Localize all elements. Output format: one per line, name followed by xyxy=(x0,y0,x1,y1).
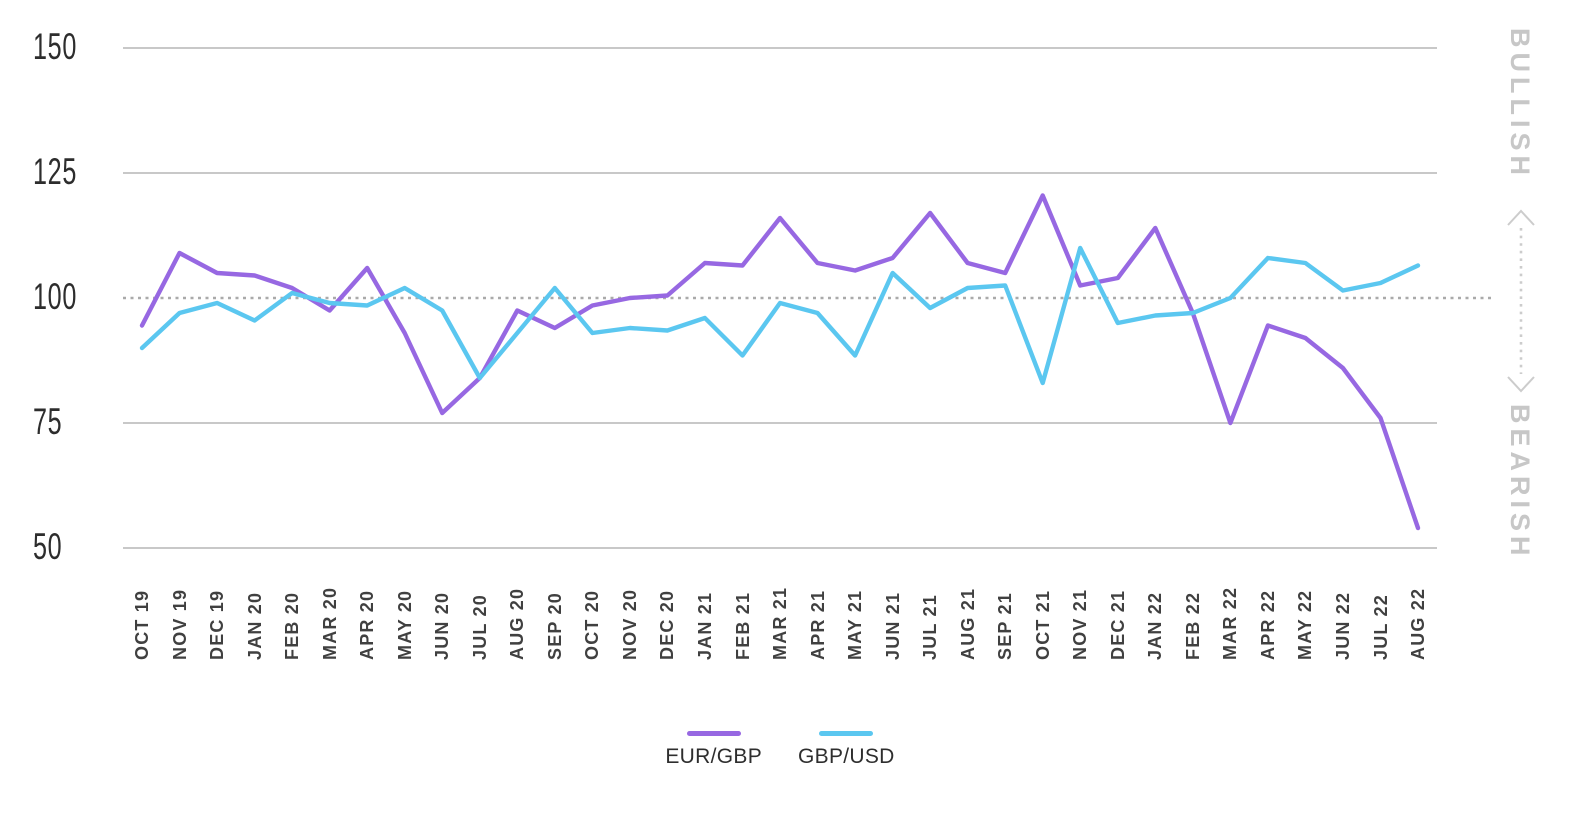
x-tick-jul-21: JUL 21 xyxy=(920,594,941,660)
x-tick-aug-22: AUG 22 xyxy=(1408,587,1428,660)
x-tick-feb-21: FEB 21 xyxy=(732,591,753,660)
x-tick-aug-20: AUG 20 xyxy=(507,587,528,660)
y-tick-125: 125 xyxy=(33,151,78,193)
x-tick-feb-20: FEB 20 xyxy=(282,591,303,660)
x-tick-may-22: MAY 22 xyxy=(1295,589,1316,660)
legend-item-gbp-usd: GBP/USD xyxy=(798,731,895,769)
x-tick-nov-20: NOV 20 xyxy=(619,588,640,660)
sentiment-arrow-icon xyxy=(1507,209,1535,393)
x-tick-dec-19: DEC 19 xyxy=(207,589,228,660)
x-tick-jul-22: JUL 22 xyxy=(1370,594,1391,660)
bearish-label: BEARISH xyxy=(1505,404,1536,561)
x-tick-aug-21: AUG 21 xyxy=(957,587,978,660)
x-tick-nov-19: NOV 19 xyxy=(169,588,190,660)
x-tick-jul-20: JUL 20 xyxy=(469,594,490,660)
series-lines xyxy=(139,193,1421,531)
legend-item-eur-gbp: EUR/GBP xyxy=(665,731,762,769)
x-tick-oct-20: OCT 20 xyxy=(582,589,603,660)
x-tick-mar-20: MAR 20 xyxy=(319,586,340,660)
x-tick-oct-21: OCT 21 xyxy=(1032,589,1053,660)
bullish-label: BULLISH xyxy=(1505,28,1536,180)
gridlines xyxy=(123,47,1493,549)
y-tick-150: 150 xyxy=(33,26,78,68)
x-tick-nov-21: NOV 21 xyxy=(1070,588,1091,660)
x-tick-jun-20: JUN 20 xyxy=(432,591,453,660)
y-tick-75: 75 xyxy=(33,401,63,443)
x-tick-oct-19: OCT 19 xyxy=(132,589,152,660)
x-tick-jan-22: JAN 22 xyxy=(1145,591,1166,660)
x-tick-jan-20: JAN 20 xyxy=(244,591,265,660)
x-tick-feb-22: FEB 22 xyxy=(1182,591,1203,660)
x-tick-mar-21: MAR 21 xyxy=(770,586,790,660)
legend: EUR/GBP GBP/USD xyxy=(123,731,1437,769)
legend-label: GBP/USD xyxy=(798,745,895,768)
x-tick-jan-21: JAN 21 xyxy=(694,591,715,660)
legend-swatch-eur-gbp xyxy=(686,731,741,736)
x-tick-mar-22: MAR 22 xyxy=(1220,586,1241,660)
x-tick-may-21: MAY 21 xyxy=(845,589,866,660)
x-tick-jun-22: JUN 22 xyxy=(1332,591,1353,660)
x-tick-sep-21: SEP 21 xyxy=(995,592,1016,660)
x-tick-apr-21: APR 21 xyxy=(807,589,828,660)
arrow-head-down-icon xyxy=(1507,376,1535,393)
x-tick-jun-21: JUN 21 xyxy=(882,591,903,660)
x-tick-sep-20: SEP 20 xyxy=(544,592,565,660)
series-line-eur-gbp xyxy=(139,193,1421,531)
legend-label: EUR/GBP xyxy=(665,745,762,768)
arrow-head-up-icon xyxy=(1507,209,1535,226)
series-line-gbp-usd xyxy=(139,245,1421,386)
x-tick-dec-20: DEC 20 xyxy=(657,589,678,660)
y-tick-100: 100 xyxy=(33,276,78,318)
legend-swatch-gbp-usd xyxy=(819,731,874,736)
x-tick-apr-20: APR 20 xyxy=(357,589,378,660)
x-tick-may-20: MAY 20 xyxy=(394,589,415,660)
x-tick-apr-22: APR 22 xyxy=(1257,589,1278,660)
x-tick-dec-21: DEC 21 xyxy=(1107,589,1128,660)
y-tick-50: 50 xyxy=(33,526,63,568)
